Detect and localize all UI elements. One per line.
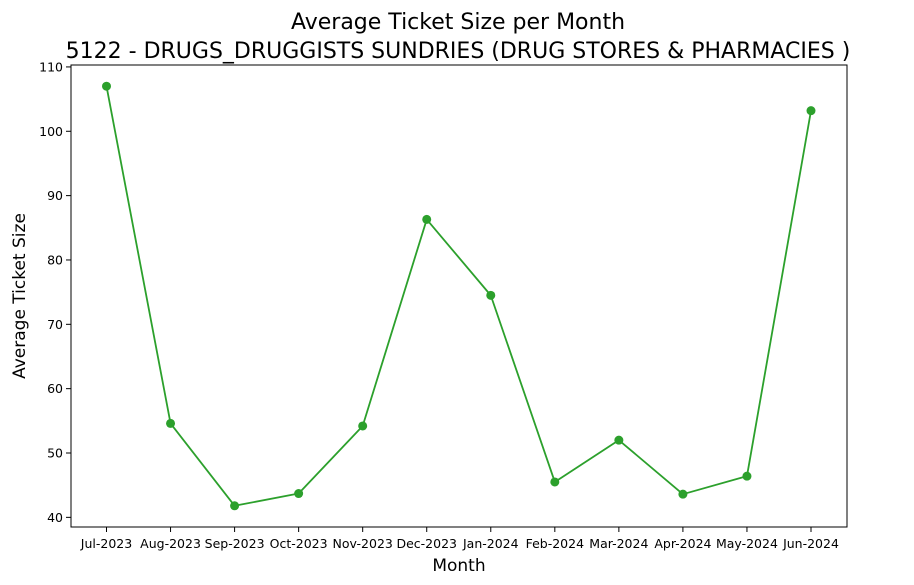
y-tick-label: 80: [47, 252, 63, 267]
data-point: [102, 81, 111, 91]
y-tick-label: 90: [47, 188, 63, 203]
data-point: [166, 418, 176, 428]
y-tick-label: 110: [39, 59, 63, 74]
x-axis-title: Month: [432, 556, 485, 576]
y-tick-label: 40: [47, 510, 63, 525]
x-tick-label: Apr-2024: [654, 536, 711, 551]
data-point: [486, 290, 496, 300]
x-axis: Jul-2023 Aug-2023 Sep-2023 Oct-2023 Nov-2023…: [80, 527, 839, 551]
x-tick-label: Aug-2023: [140, 536, 201, 551]
x-tick-label: Sep-2023: [205, 536, 265, 551]
x-tick-label: Jan-2024: [462, 536, 519, 551]
data-point: [742, 471, 752, 481]
x-tick-label: Mar-2024: [589, 536, 648, 551]
data-point: [614, 435, 624, 445]
series-layer: [102, 81, 816, 511]
chart-title: Average Ticket Size per Month: [291, 10, 625, 35]
y-axis: 40 50 60 70 80 90 100 110: [39, 59, 71, 525]
data-point: [230, 501, 240, 511]
y-tick-label: 70: [47, 317, 63, 332]
x-tick-label: Jul-2023: [80, 536, 132, 551]
chart-subtitle: 5122 - DRUGS_DRUGGISTS SUNDRIES (DRUG ST…: [66, 39, 851, 64]
x-tick-label: May-2024: [716, 536, 778, 551]
x-tick-label: Jun-2024: [782, 536, 839, 551]
data-point: [294, 489, 304, 499]
y-tick-label: 100: [39, 124, 63, 139]
plot-area-frame: [70, 64, 848, 528]
data-point: [806, 106, 816, 116]
x-tick-label: Feb-2024: [526, 536, 585, 551]
x-tick-label: Oct-2023: [270, 536, 328, 551]
y-tick-label: 50: [47, 446, 63, 461]
y-axis-title: Average Ticket Size: [10, 213, 30, 379]
x-tick-label: Nov-2023: [332, 536, 392, 551]
data-point: [678, 489, 688, 499]
data-point: [358, 421, 368, 431]
y-tick-label: 60: [47, 381, 63, 396]
data-point: [422, 214, 432, 224]
data-point: [550, 477, 560, 487]
series-line: [105, 86, 812, 507]
x-tick-label: Dec-2023: [396, 536, 457, 551]
